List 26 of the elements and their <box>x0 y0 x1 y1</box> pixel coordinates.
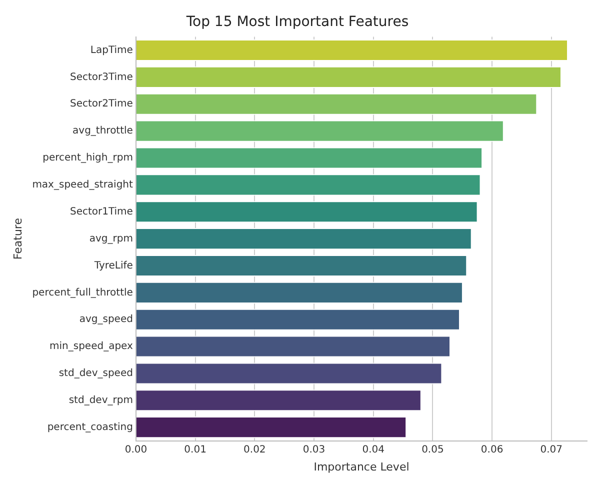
y-tick-label: max_speed_straight <box>32 180 134 191</box>
y-tick-label: Sector2Time <box>70 98 133 110</box>
y-tick-label: LapTime <box>90 44 133 56</box>
x-axis-title: Importance Level <box>314 460 410 474</box>
x-tick-label: 0.05 <box>422 444 444 456</box>
x-tick-label: 0.02 <box>244 444 266 456</box>
x-tick-label: 0.07 <box>540 444 563 456</box>
y-axis-title: Feature <box>11 218 24 260</box>
y-tick-label: Sector1Time <box>70 206 133 218</box>
y-tick-label: std_dev_rpm <box>68 394 133 406</box>
y-tick-label: min_speed_apex <box>50 341 134 352</box>
y-tick-label: percent_full_throttle <box>32 287 133 298</box>
y-tick-label: Sector3Time <box>70 72 133 83</box>
y-tick-label: avg_speed <box>79 314 133 326</box>
chart-title: Top 15 Most Important Features <box>185 14 409 30</box>
y-tick-label: std_dev_speed <box>58 368 133 380</box>
y-tick-label: avg_throttle <box>72 126 133 137</box>
y-tick-label: percent_coasting <box>47 422 133 433</box>
y-tick-label: avg_rpm <box>89 233 133 244</box>
x-tick-label: 0.04 <box>362 444 384 456</box>
x-tick-label: 0.06 <box>480 444 504 456</box>
x-tick-label: 0.03 <box>302 444 326 456</box>
x-tick-label: 0.00 <box>124 444 148 456</box>
y-tick-label: TyreLife <box>93 260 133 272</box>
y-tick-label: percent_high_rpm <box>42 152 133 164</box>
x-tick-label: 0.01 <box>184 444 206 456</box>
